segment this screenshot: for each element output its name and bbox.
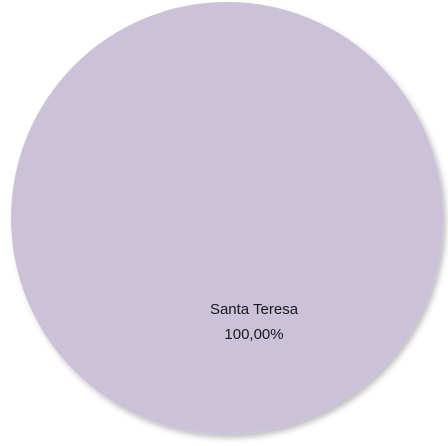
pie-slices xyxy=(11,2,443,434)
slice-value-label: 100,00% xyxy=(224,326,283,343)
slice-label-santa-teresa: Santa Teresa 100,00% xyxy=(210,301,299,343)
pie-slice-santa-teresa xyxy=(11,2,443,434)
slice-name-label: Santa Teresa xyxy=(210,301,299,318)
